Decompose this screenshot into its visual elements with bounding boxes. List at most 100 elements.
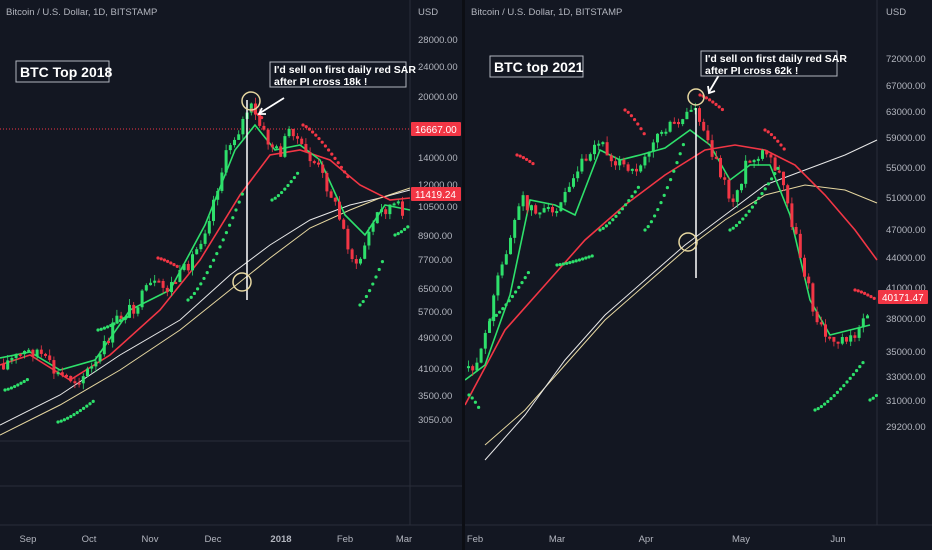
price-tick-label: 67000.00: [886, 81, 926, 92]
candle: [86, 368, 89, 377]
candle: [56, 372, 60, 375]
sar-dot: [754, 201, 758, 205]
sar-dot: [782, 147, 786, 151]
price-tick-label: 72000.00: [886, 54, 926, 65]
sar-dot: [515, 153, 519, 157]
sar-dot: [215, 252, 219, 256]
candle: [811, 283, 815, 312]
price-tags: 40171.47: [878, 290, 928, 304]
candle: [735, 190, 739, 202]
sar-dot: [361, 299, 365, 304]
price-tick-label: 33000.00: [886, 372, 926, 383]
candle: [128, 304, 131, 318]
candle: [672, 121, 676, 124]
candle: [380, 209, 383, 213]
candle: [761, 150, 764, 159]
price-tick-label: 24000.00: [418, 62, 458, 73]
sar-dot: [56, 420, 60, 424]
candle: [140, 290, 144, 308]
candle: [639, 165, 643, 172]
candle: [60, 372, 64, 375]
time-axis[interactable]: Sep Oct Nov Dec 2018 Feb Mar: [20, 534, 413, 545]
price-axis[interactable]: 72000.00 67000.00 63000.00 59000.00 55000.00…: [886, 54, 926, 433]
sar-dot: [82, 406, 86, 410]
sar-dot: [473, 400, 477, 404]
candle: [706, 130, 710, 141]
sar-dot: [66, 416, 70, 420]
candle: [52, 360, 56, 374]
candle: [756, 158, 760, 161]
candle: [723, 177, 727, 180]
candle: [338, 201, 341, 220]
candle: [828, 336, 832, 339]
sar-dot: [307, 127, 311, 131]
sar-dot: [304, 125, 308, 129]
sar-dot: [845, 380, 849, 384]
candle: [132, 304, 136, 314]
candle: [685, 111, 689, 120]
candle: [651, 142, 655, 152]
chart-panel-left[interactable]: Bitcoin / U.S. Dollar, 1D, BITSTAMP USD …: [0, 0, 462, 550]
sar-dot: [260, 115, 264, 120]
sar-dot: [99, 327, 103, 331]
candle: [317, 162, 320, 165]
candle: [10, 357, 14, 361]
price-tick-label: 41000.00: [886, 283, 926, 294]
panel-divider[interactable]: [462, 0, 465, 550]
sar-dot: [630, 194, 634, 198]
sar-dot: [237, 200, 241, 204]
sar-dot: [555, 263, 559, 267]
sar-dot: [283, 187, 287, 191]
chart-right-svg[interactable]: Bitcoin / U.S. Dollar, 1D, BITSTAMP USD …: [465, 0, 932, 550]
sar-dot: [507, 299, 511, 303]
chart-panel-right[interactable]: Bitcoin / U.S. Dollar, 1D, BITSTAMP USD …: [465, 0, 932, 550]
sar-dot: [504, 303, 508, 307]
candle: [710, 140, 714, 157]
candle: [492, 295, 496, 322]
sar-dot: [826, 399, 830, 404]
currency-label: USD: [886, 7, 906, 18]
candle: [375, 212, 379, 224]
candle: [677, 122, 680, 125]
candle: [597, 143, 601, 146]
candle: [270, 144, 274, 148]
sar-dot: [598, 228, 602, 232]
top-circle: [687, 88, 705, 106]
sar-dot: [280, 190, 284, 195]
candle: [819, 322, 823, 325]
price-tick-label: 31000.00: [886, 396, 926, 407]
candle: [815, 311, 819, 323]
sar-dot: [853, 288, 857, 292]
arrow-head: [707, 85, 716, 95]
price-axis[interactable]: 28000.00 24000.00 20000.00 14000.00 12000.00…: [418, 35, 458, 426]
time-axis[interactable]: Feb Mar Apr May Jun: [467, 534, 846, 545]
sar-dot: [649, 220, 653, 224]
candle: [643, 156, 647, 166]
chart-left-svg[interactable]: Bitcoin / U.S. Dollar, 1D, BITSTAMP USD …: [0, 0, 462, 550]
candle: [44, 353, 47, 356]
sar-dot: [856, 289, 860, 293]
sar-dot: [510, 294, 514, 299]
sar-dot: [521, 156, 525, 160]
sar-dot: [494, 313, 498, 317]
candle: [283, 136, 287, 157]
sar-dot: [270, 198, 274, 202]
sar-dot: [212, 258, 216, 262]
moving-averages: [465, 129, 878, 461]
sar-dot: [577, 258, 581, 262]
price-tag-label: 16667.00: [415, 125, 457, 136]
sar-dot: [639, 127, 643, 131]
sar-dot: [848, 376, 852, 380]
candle: [580, 158, 584, 172]
candle: [748, 160, 752, 163]
candle: [354, 259, 358, 264]
sar-dot: [629, 114, 633, 118]
sar-dot: [224, 231, 228, 235]
sar-dot: [501, 307, 505, 311]
candle: [769, 154, 773, 158]
candle: [81, 376, 85, 384]
candle: [388, 204, 392, 215]
sar-dot: [858, 365, 862, 369]
candle: [325, 172, 329, 192]
sar-dot: [766, 130, 770, 134]
